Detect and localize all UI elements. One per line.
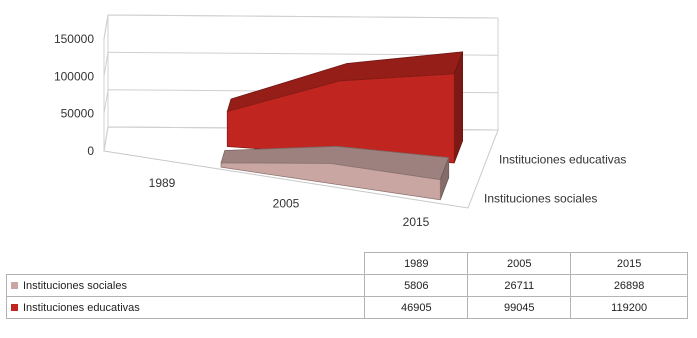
series-0 [220, 145, 450, 201]
table-cell: 26898 [570, 274, 688, 297]
table-cell: 46905 [364, 296, 469, 319]
gridline [103, 51, 499, 77]
table-header-cell: 2005 [467, 252, 572, 275]
y-tick-label: 50000 [61, 107, 95, 121]
table-header-cell: 1989 [364, 252, 469, 275]
series-depth-label: Instituciones educativas [499, 152, 626, 166]
row-label-text: Instituciones sociales [23, 279, 127, 292]
axis-labels: 0 50000 100000 150000 1989 2005 2015 Institucio… [54, 32, 626, 229]
row-label-sociales: Instituciones sociales [5, 274, 366, 297]
table-cell: 99045 [467, 296, 572, 319]
data-table: 1989 2005 2015 Instituciones sociales 58… [5, 252, 688, 319]
chart-area-3d: 0 50000 100000 150000 1989 2005 2015 Institucio… [54, 14, 626, 229]
series-depth-label: Instituciones sociales [484, 191, 597, 205]
row-label-text: Instituciones educativas [23, 301, 140, 314]
series-layer [220, 51, 464, 201]
series-1 [226, 51, 464, 164]
table-row: Instituciones sociales 5806 26711 26898 [5, 274, 688, 297]
table-row: Instituciones educativas 46905 99045 119… [5, 296, 688, 319]
y-tick-label: 0 [87, 144, 94, 158]
table-cell: 119200 [570, 296, 688, 319]
y-tick-label: 100000 [54, 69, 94, 83]
legend-swatch [11, 304, 18, 312]
table-header-row: 1989 2005 2015 [6, 252, 688, 275]
table-corner [6, 252, 366, 275]
y-tick-label: 150000 [54, 32, 94, 46]
area-front-face [226, 73, 455, 164]
x-tick-label: 1989 [149, 176, 176, 190]
table-header-cell: 2015 [570, 252, 688, 275]
legend-swatch [11, 282, 18, 290]
x-tick-label: 2005 [273, 197, 300, 211]
table-cell: 5806 [364, 274, 469, 297]
table-cell: 26711 [467, 274, 572, 297]
x-tick-label: 2015 [403, 215, 430, 229]
gridline [103, 14, 499, 40]
row-label-educativas: Instituciones educativas [5, 296, 366, 319]
area-front-face [220, 162, 441, 201]
